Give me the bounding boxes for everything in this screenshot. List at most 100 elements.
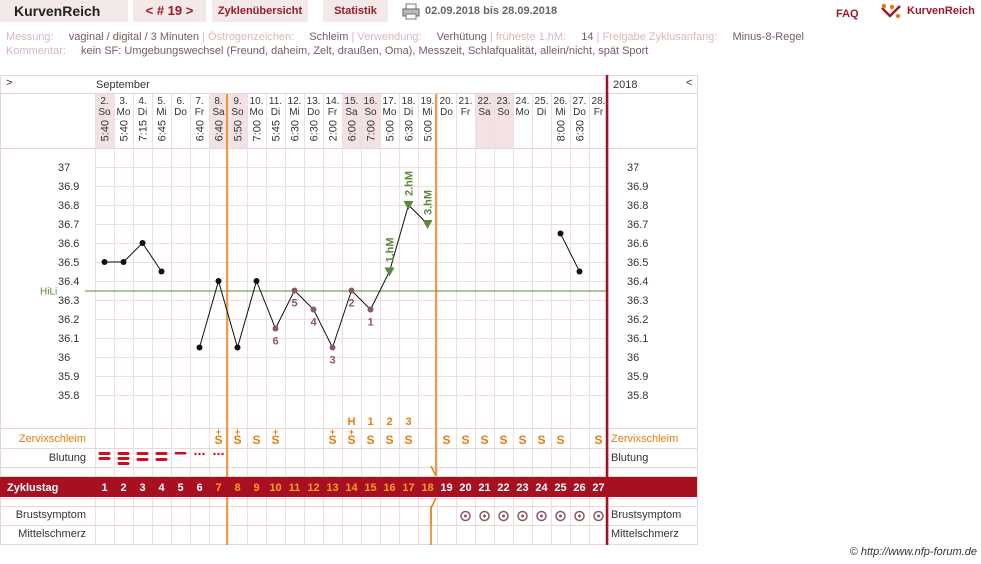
row-label-brust-right: Brustsymptom: [611, 509, 682, 521]
date-range: 02.09.2018 bis 28.09.2018: [425, 5, 558, 17]
day-measure-time: 6:40: [214, 120, 226, 141]
day-measure-time: 6:30: [290, 120, 302, 141]
cycle-day-number: 15: [364, 482, 376, 494]
mucus-symbol: S: [347, 433, 355, 447]
day-date: 11.: [269, 96, 282, 107]
low-count-label: 3: [329, 355, 335, 367]
day-weekday: Di: [537, 107, 546, 118]
peak-day-label: 2: [386, 416, 392, 428]
temp-point: [253, 278, 260, 284]
month-label: September: [96, 79, 150, 91]
peak-day-label: 3: [405, 416, 411, 428]
y-tick-left: 36.1: [58, 333, 79, 345]
cycle-day-number: 16: [383, 482, 395, 494]
day-date: 18.: [402, 96, 416, 107]
day-measure-time: 5:50: [233, 120, 245, 141]
y-tick-left: 36.5: [58, 257, 79, 269]
spotting-dot: [194, 452, 197, 456]
day-weekday: Di: [138, 107, 147, 118]
low-temp-point: [272, 325, 279, 332]
breast-symptom-icon: [479, 510, 490, 522]
low-count-label: 1: [367, 317, 373, 329]
spotting-dot: [213, 452, 216, 456]
day-date: 8.: [214, 96, 222, 107]
high-measure-label: 2.hM: [404, 171, 416, 196]
row-label-zyklustag: Zyklustag: [7, 482, 59, 494]
chart-frame: [0, 75, 698, 545]
tab-statistics[interactable]: Statistik: [323, 0, 388, 22]
day-date: 26.: [554, 96, 568, 107]
cycle-day-number: 11: [289, 482, 301, 494]
mucus-symbol: S: [214, 433, 222, 447]
nav-next-arrow[interactable]: <: [686, 77, 693, 89]
mucus-symbol: S: [499, 433, 507, 447]
bleeding-mark: [98, 452, 111, 455]
cycle-day-number: 23: [516, 482, 528, 494]
temp-point: [196, 344, 203, 351]
day-date: 13.: [307, 96, 321, 107]
day-measure-time: 6:30: [309, 120, 321, 141]
day-weekday: Fr: [594, 107, 604, 118]
weekend-shade: [361, 94, 380, 148]
cycle-switcher-tab[interactable]: < # 19 >: [133, 0, 206, 22]
logo[interactable]: KurvenReich: [880, 3, 980, 21]
day-weekday: So: [98, 107, 111, 118]
cycle-day-number: 20: [459, 482, 471, 494]
day-weekday: Mo: [117, 107, 131, 118]
y-tick-left: 35.9: [58, 371, 79, 383]
day-weekday: Mi: [289, 107, 300, 118]
tab-cycle-overview[interactable]: Zyklenübersicht: [212, 0, 308, 22]
mucus-plus-mark: +: [273, 427, 278, 437]
day-weekday: Do: [174, 107, 187, 118]
day-measure-time: 5:45: [271, 120, 283, 141]
row-label-mittel-right: Mittelschmerz: [611, 528, 679, 540]
y-tick-right: 36: [627, 352, 639, 364]
mucus-symbol: S: [385, 433, 393, 447]
high-temp-marker: [422, 220, 433, 229]
y-tick-right: 35.9: [627, 371, 648, 383]
day-measure-time: 7:15: [138, 120, 150, 141]
meta-freigabe-value: Minus-8-Regel: [732, 31, 804, 43]
y-tick-left: 35.8: [58, 390, 79, 402]
cycle-day-number: 4: [158, 482, 165, 494]
y-tick-left: 36.8: [58, 200, 79, 212]
day-measure-time: 6:45: [157, 120, 169, 141]
day-measure-time: 6:40: [195, 120, 207, 141]
mucus-symbol: S: [252, 433, 260, 447]
day-date: 7.: [195, 96, 203, 107]
y-tick-left: 36.7: [58, 219, 79, 231]
day-weekday: Sa: [212, 107, 225, 118]
fertile-end-jog-upper: [430, 465, 437, 477]
breast-symptom-dot: [578, 514, 581, 518]
mucus-plus-mark: +: [235, 427, 240, 437]
day-date: 28.: [592, 96, 606, 107]
cycle-day-number: 1: [101, 482, 107, 494]
peak-day-label: H: [348, 416, 356, 428]
nav-prev-arrow[interactable]: >: [6, 77, 13, 89]
day-date: 24.: [516, 96, 530, 107]
faq-link[interactable]: FAQ: [836, 8, 859, 20]
meta-line-settings: Messung: vaginal / digital / 3 Minuten |…: [6, 31, 804, 43]
temp-point: [120, 259, 127, 265]
cycle-day-number: 8: [234, 482, 240, 494]
y-tick-left: 36.3: [58, 295, 79, 307]
breast-symptom-icon: [555, 510, 566, 522]
mucus-symbol: S: [404, 433, 412, 447]
temp-line: [560, 233, 580, 272]
cycle-day-number: 21: [478, 482, 490, 494]
high-measure-label: 3.hM: [423, 190, 435, 215]
mucus-plus-mark: +: [330, 427, 335, 437]
meta-freigabe-label: Freigabe Zyklusanfang:: [602, 31, 718, 43]
mucus-symbol: S: [366, 433, 374, 447]
low-temp-point: [310, 306, 317, 313]
bleeding-mark: [117, 462, 130, 465]
spotting-dot: [198, 452, 201, 456]
meta-verwendung-value: Verhütung: [436, 31, 487, 43]
breast-symptom-icon: [593, 510, 604, 522]
day-weekday: Di: [404, 107, 413, 118]
row-label-blutung-right: Blutung: [611, 452, 649, 464]
mucus-plus-mark: +: [216, 427, 221, 437]
printer-icon[interactable]: [402, 3, 420, 20]
meta-line-comment: Kommentar: kein SF: Umgebungswechsel (Fr…: [6, 45, 648, 57]
